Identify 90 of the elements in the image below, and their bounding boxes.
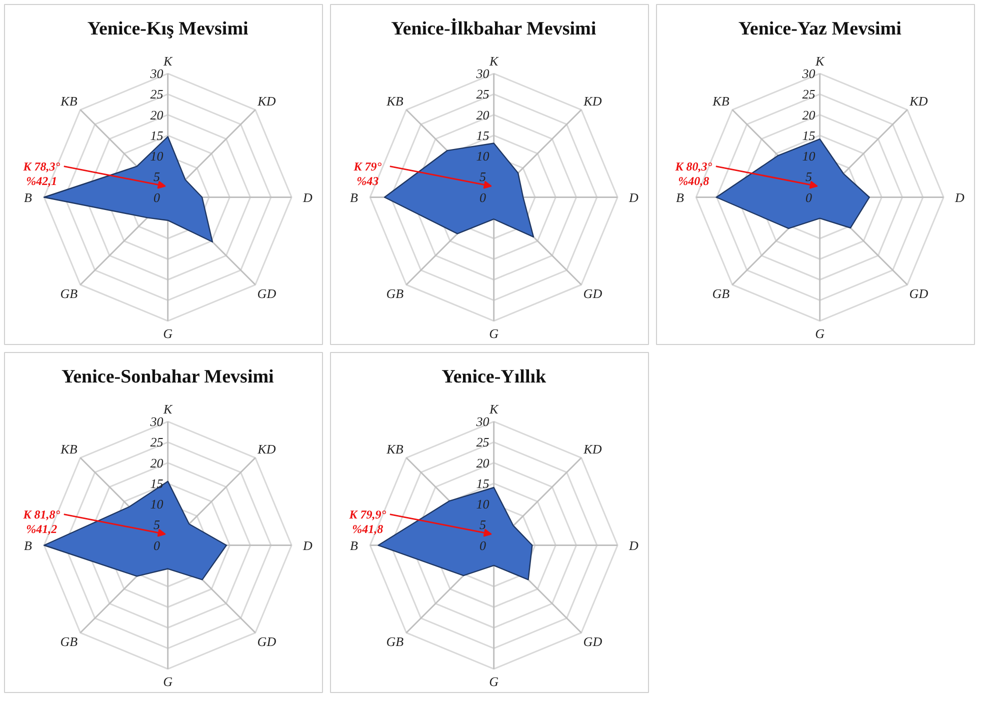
spoke-label: KD bbox=[582, 94, 602, 109]
y-tick-label: 25 bbox=[150, 86, 164, 102]
chart-title: Yenice-Kış Mevsimi bbox=[87, 18, 248, 40]
spoke-label: GD bbox=[257, 634, 277, 649]
spoke-label: GB bbox=[60, 286, 78, 301]
spoke-label: GB bbox=[386, 286, 404, 301]
spoke-label: B bbox=[24, 538, 32, 553]
text: %41,8 bbox=[352, 522, 384, 536]
spoke-label: KB bbox=[386, 94, 404, 109]
y-tick-label: 5 bbox=[153, 517, 160, 532]
y-tick-label: 10 bbox=[476, 148, 490, 164]
y-tick-label: 0 bbox=[479, 538, 486, 553]
spoke-label: KD bbox=[908, 94, 928, 109]
y-tick-label: 0 bbox=[153, 538, 160, 553]
spoke-label: G bbox=[163, 674, 174, 689]
text: %40,8 bbox=[678, 174, 710, 188]
chart-title: Yenice-Yıllık bbox=[442, 366, 547, 388]
spoke-label: D bbox=[302, 190, 313, 205]
y-tick-label: 15 bbox=[150, 476, 164, 491]
spoke-label: GD bbox=[583, 634, 603, 649]
y-tick-label: 5 bbox=[479, 517, 486, 532]
spoke-label: KB bbox=[386, 442, 404, 457]
spoke-label: KB bbox=[712, 94, 730, 109]
y-tick-label: 25 bbox=[802, 86, 816, 102]
y-tick-label: 15 bbox=[476, 476, 490, 491]
spoke-label: B bbox=[350, 190, 358, 205]
chart-title: Yenice-Yaz Mevsimi bbox=[738, 18, 902, 40]
spoke-label: G bbox=[489, 326, 500, 341]
spoke-label: GB bbox=[60, 634, 78, 649]
y-tick-label: 5 bbox=[153, 169, 160, 184]
spoke-label: K bbox=[162, 54, 174, 69]
y-tick-label: 15 bbox=[150, 128, 164, 143]
y-tick-label: 10 bbox=[476, 496, 490, 512]
y-tick-label: 15 bbox=[476, 128, 490, 143]
y-tick-label: 10 bbox=[150, 148, 164, 164]
chart-title: Yenice-Sonbahar Mevsimi bbox=[61, 366, 274, 388]
spoke-label: B bbox=[350, 538, 358, 553]
spoke-label: G bbox=[815, 326, 826, 341]
y-tick-label: 30 bbox=[475, 414, 490, 430]
text: K 80,3° bbox=[674, 159, 712, 174]
spoke-label: GD bbox=[257, 286, 277, 301]
y-tick-label: 20 bbox=[150, 455, 164, 470]
y-tick-label: 0 bbox=[153, 190, 160, 205]
spoke-label: GD bbox=[583, 286, 603, 301]
y-tick-label: 20 bbox=[476, 107, 490, 122]
y-tick-label: 25 bbox=[476, 86, 490, 102]
text: K 81,8° bbox=[22, 507, 60, 522]
y-tick-label: 5 bbox=[805, 169, 812, 184]
spoke-label: KD bbox=[582, 442, 602, 457]
spoke-label: K bbox=[488, 54, 500, 69]
spoke-label: KB bbox=[60, 442, 78, 457]
spoke-label: B bbox=[676, 190, 684, 205]
spoke-label: G bbox=[489, 674, 500, 689]
y-tick-label: 25 bbox=[150, 434, 164, 450]
spoke-label: D bbox=[628, 538, 639, 553]
spoke-label: D bbox=[628, 190, 639, 205]
y-tick-label: 30 bbox=[475, 66, 490, 82]
spoke-label: D bbox=[954, 190, 965, 205]
spoke-label: D bbox=[302, 538, 313, 553]
spoke-label: GB bbox=[712, 286, 730, 301]
y-tick-label: 25 bbox=[476, 434, 490, 450]
y-tick-label: 10 bbox=[150, 496, 164, 512]
text: %43 bbox=[356, 174, 379, 188]
text: K 78,3° bbox=[22, 159, 60, 174]
y-tick-label: 20 bbox=[802, 107, 816, 122]
text: K 79° bbox=[352, 159, 382, 174]
spoke-label: KB bbox=[60, 94, 78, 109]
y-tick-label: 30 bbox=[149, 414, 164, 430]
y-tick-label: 0 bbox=[805, 190, 812, 205]
y-tick-label: 20 bbox=[476, 455, 490, 470]
spoke-label: B bbox=[24, 190, 32, 205]
spoke-label: KD bbox=[256, 442, 276, 457]
text: %41,2 bbox=[26, 522, 58, 536]
text: K 79,9° bbox=[348, 507, 386, 522]
spoke-label: G bbox=[163, 326, 174, 341]
spoke-label: GD bbox=[909, 286, 929, 301]
spoke-label: KD bbox=[256, 94, 276, 109]
y-tick-label: 30 bbox=[149, 66, 164, 82]
y-tick-label: 15 bbox=[802, 128, 816, 143]
spoke-label: K bbox=[162, 402, 174, 417]
y-tick-label: 5 bbox=[479, 169, 486, 184]
spoke-label: K bbox=[814, 54, 826, 69]
spoke-label: K bbox=[488, 402, 500, 417]
text: %42,1 bbox=[26, 174, 58, 188]
y-tick-label: 0 bbox=[479, 190, 486, 205]
chart-title: Yenice-İlkbahar Mevsimi bbox=[391, 17, 596, 40]
y-tick-label: 20 bbox=[150, 107, 164, 122]
spoke-label: GB bbox=[386, 634, 404, 649]
y-tick-label: 10 bbox=[802, 148, 816, 164]
y-tick-label: 30 bbox=[801, 66, 816, 82]
